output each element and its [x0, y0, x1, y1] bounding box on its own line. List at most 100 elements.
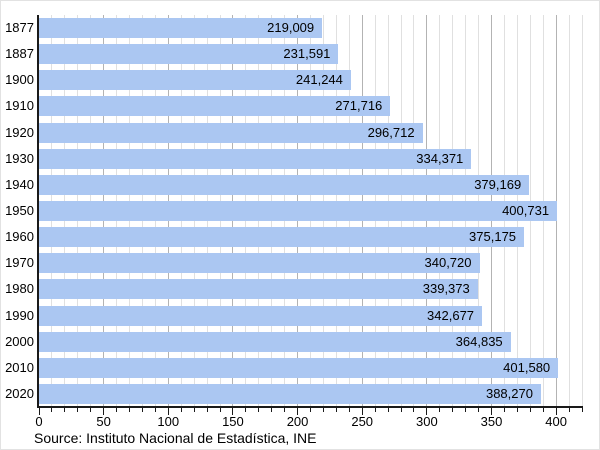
bar-value-label: 364,835 — [455, 333, 503, 349]
y-axis-label: 2000 — [5, 333, 34, 349]
bar-2020: 388,270 — [39, 383, 541, 404]
bar-value-label: 219,009 — [267, 20, 315, 36]
x-axis-tick — [271, 408, 273, 412]
x-axis-tick — [491, 408, 492, 415]
x-axis-tick — [581, 408, 583, 412]
y-axis-label: 1887 — [5, 46, 34, 62]
y-axis-label: 1910 — [5, 98, 34, 114]
x-axis-tick-label: 350 — [480, 414, 503, 429]
x-axis-tick — [258, 408, 260, 412]
x-axis-tick — [51, 408, 53, 412]
x-axis-tick — [38, 408, 40, 415]
x-axis-tick — [154, 408, 156, 412]
y-axis-label: 1960 — [5, 229, 34, 245]
x-axis-tick-label: 50 — [96, 414, 111, 429]
x-axis-tick — [516, 408, 518, 412]
x-axis-tick — [90, 408, 92, 412]
x-axis-tick — [529, 408, 531, 412]
bar-2010: 401,580 — [39, 357, 559, 378]
x-axis-tick — [232, 408, 234, 415]
bar-value-label: 334,371 — [416, 150, 464, 166]
x-axis-tick-label: 150 — [222, 414, 244, 429]
x-axis-tick — [116, 408, 118, 412]
x-axis-tick — [103, 408, 105, 415]
bar-1877: 219,009 — [39, 18, 323, 39]
x-axis-tick — [452, 408, 454, 412]
x-axis-tick — [219, 408, 221, 412]
bar-value-label: 340,720 — [424, 255, 472, 271]
bar-value-label: 231,591 — [283, 46, 331, 62]
plot-area: 219,009 231,591 241,244 271,716 296,712 334,3… — [39, 15, 583, 407]
y-axis-label: 1970 — [5, 255, 34, 271]
x-axis-tick — [361, 408, 363, 415]
bar-value-label: 375,175 — [469, 229, 517, 245]
y-axis-label: 1950 — [5, 203, 34, 218]
x-axis-tick — [503, 408, 505, 412]
x-axis-tick — [542, 408, 544, 412]
x-axis-tick — [141, 408, 143, 412]
x-axis-tick — [426, 408, 428, 415]
x-axis-tick — [568, 408, 570, 412]
x-axis-tick-label: 100 — [157, 414, 180, 429]
y-axis-label: 1900 — [5, 72, 34, 88]
bar-1940: 379,169 — [39, 174, 530, 195]
y-axis-line — [37, 15, 39, 408]
x-axis-tick-label: 300 — [415, 414, 438, 429]
bar-2000: 364,835 — [39, 331, 511, 352]
bar-1990: 342,677 — [39, 305, 483, 326]
gridline-minor — [568, 15, 570, 407]
x-axis-tick — [193, 408, 195, 412]
x-axis-tick — [400, 408, 402, 412]
bar-1950: 400,731 — [39, 201, 558, 221]
y-axis-label: 1930 — [5, 150, 34, 166]
bar-1910: 271,716 — [39, 96, 391, 117]
x-axis-tick — [374, 408, 376, 412]
x-axis-tick — [387, 408, 389, 412]
x-axis-tick — [297, 408, 299, 415]
y-axis-label: 2020 — [5, 385, 34, 401]
bar-value-label: 342,677 — [427, 307, 475, 323]
bar-1930: 334,371 — [39, 148, 472, 169]
x-axis-tick-label: 250 — [351, 414, 374, 429]
y-axis-label: 2010 — [5, 359, 34, 375]
gridline-minor — [581, 15, 583, 407]
bar-1887: 231,591 — [39, 44, 339, 65]
x-axis-tick-label: 0 — [35, 414, 43, 429]
bar-value-label: 401,580 — [503, 359, 551, 375]
bar-1980: 339,373 — [39, 279, 478, 300]
bar-1970: 340,720 — [39, 253, 480, 274]
bar-value-label: 388,270 — [485, 385, 533, 401]
x-axis-tick — [64, 408, 66, 412]
bar-value-label: 400,731 — [502, 203, 550, 218]
bar-1960: 375,175 — [39, 227, 525, 248]
bar-value-label: 271,716 — [335, 98, 383, 114]
bar-1900: 241,244 — [39, 70, 351, 91]
x-axis-tick — [284, 408, 286, 412]
x-axis-tick — [245, 408, 247, 412]
bar-value-label: 379,169 — [474, 176, 522, 192]
bar-1920: 296,712 — [39, 122, 423, 143]
x-axis-line — [37, 406, 583, 408]
x-axis-tick — [167, 408, 169, 415]
source-caption: Source: Instituto Nacional de Estadístic… — [34, 430, 317, 446]
y-axis-label: 1920 — [5, 124, 34, 140]
x-axis-tick — [413, 408, 415, 412]
x-axis-tick — [206, 408, 208, 412]
x-axis-tick — [348, 408, 350, 412]
x-axis-tick — [439, 408, 441, 412]
y-axis-label: 1877 — [5, 20, 34, 36]
x-axis-tick — [335, 408, 337, 412]
x-axis-tick — [322, 408, 324, 412]
y-axis-label: 1990 — [5, 307, 34, 323]
x-axis-tick — [180, 408, 182, 412]
bar-value-label: 339,373 — [422, 281, 470, 297]
bar-value-label: 241,244 — [295, 72, 343, 88]
x-axis-tick — [129, 408, 130, 412]
x-axis-tick — [77, 408, 79, 412]
bar-value-label: 296,712 — [367, 124, 415, 140]
x-axis-tick-label: 400 — [545, 414, 567, 429]
y-axis-label: 1980 — [5, 281, 34, 297]
x-axis-tick — [555, 408, 557, 415]
x-axis-tick — [310, 408, 311, 412]
